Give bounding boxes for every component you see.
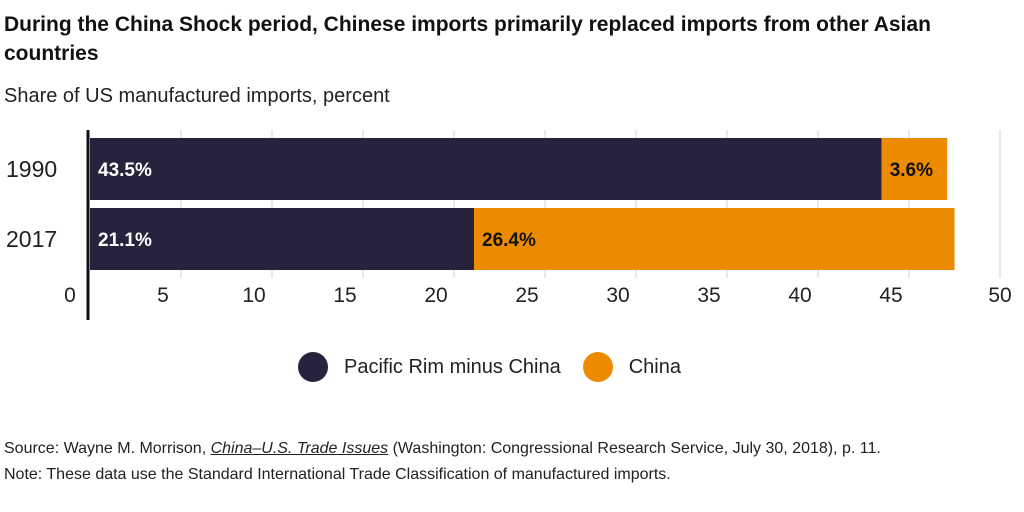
legend-label-china: China: [628, 355, 681, 378]
source-prefix: Source: Wayne M. Morrison,: [4, 440, 211, 457]
chart-title: During the China Shock period, Chinese i…: [4, 13, 931, 65]
bar-1990-china: [881, 138, 948, 200]
legend-item-china: China: [582, 352, 681, 382]
x-tick-label-50: 50: [988, 284, 1011, 307]
stacked-bar-chart: 43.5% 3.6% 21.1% 26.4% 0 5 10 15 20 25 30 35 40 45 50…: [6, 130, 1012, 320]
bar-1990-pacific-rim-minus-china: [90, 138, 882, 200]
bars: [90, 138, 955, 270]
legend: Pacific Rim minus China China: [298, 352, 703, 382]
x-tick-label-5: 5: [157, 284, 169, 307]
x-tick-label-15: 15: [333, 284, 356, 307]
legend-swatch-pacific-rim: [298, 352, 328, 382]
y-category-label-1990: 1990: [6, 156, 57, 182]
data-label-2017-china: 26.4%: [482, 230, 536, 251]
source-suffix: (Washington: Congressional Research Serv…: [388, 440, 881, 457]
bar-labels: 43.5% 3.6% 21.1% 26.4%: [98, 160, 933, 251]
footer: Source: Wayne M. Morrison, China–U.S. Tr…: [4, 436, 1022, 488]
source-title-link[interactable]: China–U.S. Trade Issues: [210, 440, 389, 457]
x-tick-label-45: 45: [879, 284, 902, 307]
x-tick-label-20: 20: [424, 284, 447, 307]
x-tick-label-25: 25: [515, 284, 538, 307]
x-tick-label-30: 30: [606, 284, 629, 307]
chart-subtitle: Share of US manufactured imports, percen…: [4, 85, 390, 107]
x-tick-label-0: 0: [64, 284, 76, 307]
data-label-2017-pacific-rim-minus-china: 21.1%: [98, 230, 152, 251]
data-note: Note: These data use the Standard Intern…: [4, 466, 671, 483]
data-label-1990-china: 3.6%: [890, 160, 933, 181]
data-label-1990-pacific-rim-minus-china: 43.5%: [98, 160, 152, 181]
legend-item-pacific-rim: Pacific Rim minus China: [298, 352, 561, 382]
axes: 0 5 10 15 20 25 30 35 40 45 50 1990 2017: [6, 130, 1012, 320]
x-tick-label-35: 35: [697, 284, 720, 307]
legend-swatch-china: [582, 352, 613, 382]
x-tick-label-40: 40: [788, 284, 811, 307]
bar-2017-pacific-rim-minus-china: [90, 208, 475, 270]
legend-label-pacific-rim: Pacific Rim minus China: [344, 355, 561, 378]
source-note: Source: Wayne M. Morrison, China–U.S. Tr…: [4, 436, 1022, 462]
x-tick-label-10: 10: [242, 284, 265, 307]
y-category-label-2017: 2017: [6, 226, 57, 252]
bar-2017-china: [474, 208, 955, 270]
